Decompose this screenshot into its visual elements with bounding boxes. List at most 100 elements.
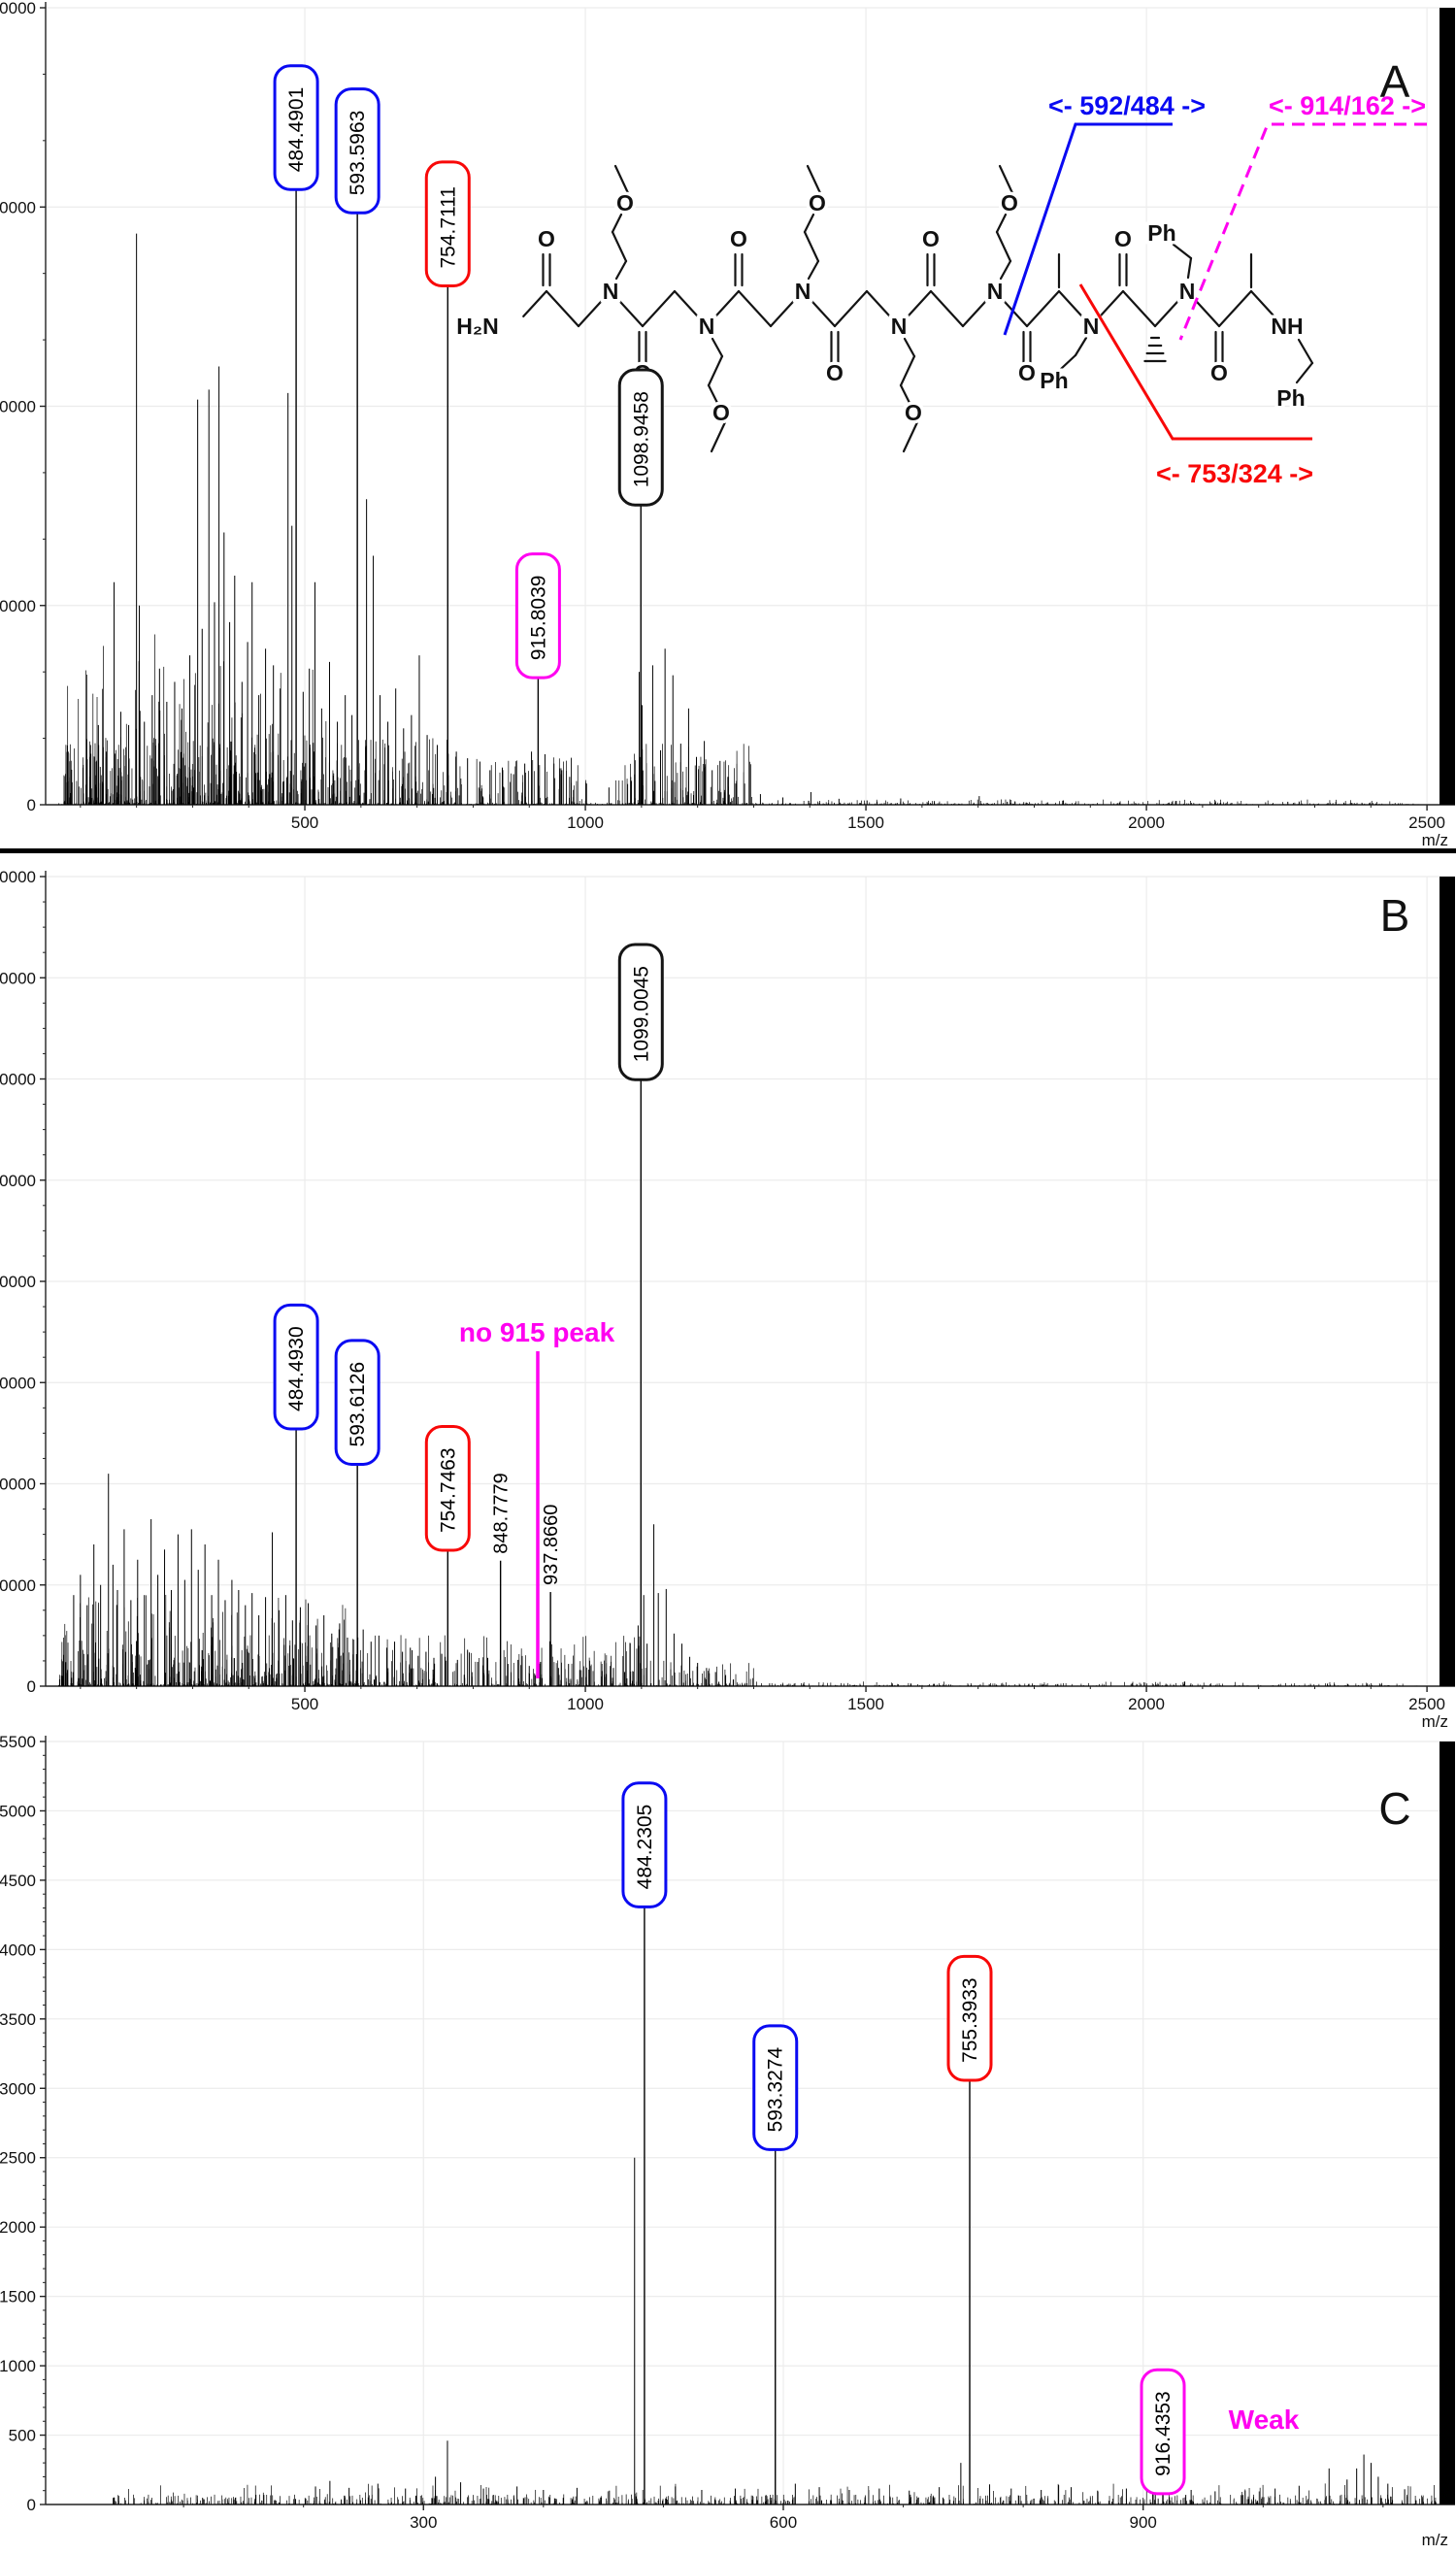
peak-label-916.4353: 916.4353	[1140, 2368, 1186, 2496]
annotations-A: <- 592/484 -> <- 914/162 -> <- 753/324 ->	[1003, 91, 1427, 488]
axes-C: 0 500 1000 1500 2000 2500 3000 3500 4000 4500 5000…	[0, 1733, 1455, 2549]
panel-A: 0 30000 60000 90000 120000 500 1000 1500 2000 250…	[0, 0, 1455, 849]
svg-text:2500: 2500	[1408, 813, 1445, 832]
svg-text:3000: 3000	[0, 2079, 36, 2098]
annotations-B: no 915 peak	[459, 1317, 615, 1678]
annotations-C: Weak	[1229, 2405, 1300, 2435]
axes-B: 0 10000 20000 30000 40000 50000 60000 70000 8000…	[0, 868, 1455, 1731]
peaks-B	[73, 1474, 727, 1686]
peak-label-484.4901: 484.4901	[273, 64, 319, 191]
svg-text:N: N	[987, 279, 1004, 304]
svg-text:1099.0045: 1099.0045	[630, 966, 652, 1062]
peak-label-484.4930: 484.4930	[273, 1303, 319, 1431]
right-edge-bar-C	[1439, 1741, 1455, 2504]
svg-text:30000: 30000	[0, 1374, 36, 1392]
noise-C	[113, 2483, 1440, 2504]
svg-text:1000: 1000	[0, 2357, 36, 2375]
svg-text:m/z: m/z	[1422, 1712, 1448, 1731]
svg-text:2000: 2000	[1128, 1695, 1165, 1713]
peak-label-484.2305: 484.2305	[621, 1781, 668, 1908]
svg-text:70000: 70000	[0, 969, 36, 987]
svg-text:O: O	[1018, 360, 1036, 385]
svg-text:N: N	[795, 279, 811, 304]
svg-text:N: N	[699, 314, 715, 339]
svg-text:2500: 2500	[0, 2149, 36, 2168]
svg-text:2000: 2000	[0, 2218, 36, 2237]
svg-text:Ph: Ph	[1276, 385, 1305, 411]
svg-text:500: 500	[291, 1695, 318, 1713]
svg-text:30000: 30000	[0, 597, 36, 615]
svg-text:4000: 4000	[0, 1940, 36, 1959]
svg-text:848.7779: 848.7779	[491, 1473, 513, 1553]
svg-text:0: 0	[27, 796, 36, 814]
svg-text:500: 500	[9, 2427, 36, 2445]
svg-text:NH: NH	[1271, 314, 1303, 339]
annotation-line	[1078, 283, 1312, 441]
annotation-weak: Weak	[1229, 2405, 1300, 2435]
svg-text:N: N	[1083, 314, 1100, 339]
labeled-peaks-A: 484.4901 593.5963 754.7111 915.8039 1098.945…	[273, 64, 664, 805]
peak-label-754.7111: 754.7111	[424, 160, 471, 288]
svg-text:5500: 5500	[0, 1733, 36, 1751]
labeled-peaks-C: 484.2305 593.3274 755.3933 916.4353	[621, 1781, 1186, 2504]
svg-text:915.8039: 915.8039	[527, 576, 549, 661]
svg-text:1500: 1500	[847, 1695, 884, 1713]
peak-label-1098.9458: 1098.9458	[617, 368, 664, 507]
svg-text:m/z: m/z	[1422, 831, 1448, 849]
svg-text:10000: 10000	[0, 1576, 36, 1595]
svg-text:50000: 50000	[0, 1172, 36, 1190]
svg-text:O: O	[1114, 226, 1132, 251]
annotation-592-484: <- 592/484 ->	[1048, 91, 1206, 120]
panel-letter-b: B	[1379, 890, 1410, 941]
svg-text:593.6126: 593.6126	[347, 1362, 369, 1447]
svg-text:m/z: m/z	[1422, 2531, 1448, 2549]
panel-letter-a: A	[1379, 56, 1410, 107]
svg-text:754.7111: 754.7111	[437, 186, 459, 268]
gridlines-C	[46, 1741, 1455, 2504]
svg-text:N: N	[603, 279, 619, 304]
svg-text:4500: 4500	[0, 1872, 36, 1890]
panel-C: 0 500 1000 1500 2000 2500 3000 3500 4000 4500 5000…	[0, 1733, 1455, 2549]
peak-label-937.8660: 937.8660	[541, 1505, 562, 1585]
svg-text:900: 900	[1130, 2513, 1157, 2532]
peaks-A	[83, 233, 1345, 805]
annotation-line	[1003, 122, 1173, 336]
svg-text:2000: 2000	[1128, 813, 1165, 832]
panel-separator	[0, 848, 1456, 853]
svg-text:O: O	[712, 400, 730, 425]
svg-text:2500: 2500	[1408, 1695, 1445, 1713]
svg-text:755.3933: 755.3933	[959, 1977, 981, 2063]
peaks-C	[314, 2157, 1406, 2504]
svg-text:O: O	[1001, 190, 1018, 216]
svg-text:O: O	[1210, 360, 1228, 385]
svg-text:40000: 40000	[0, 1273, 36, 1291]
svg-text:O: O	[905, 400, 922, 425]
svg-text:N: N	[1179, 279, 1196, 304]
svg-text:O: O	[922, 226, 940, 251]
peak-label-593.6126: 593.6126	[334, 1339, 381, 1466]
svg-text:300: 300	[410, 2513, 437, 2532]
right-edge-bar-B	[1439, 877, 1455, 1686]
svg-text:O: O	[809, 190, 826, 216]
svg-text:1500: 1500	[0, 2288, 36, 2306]
peak-label-915.8039: 915.8039	[514, 552, 561, 680]
svg-text:O: O	[730, 226, 747, 251]
svg-text:593.3274: 593.3274	[765, 2047, 787, 2133]
svg-text:484.2305: 484.2305	[634, 1805, 656, 1890]
svg-text:O: O	[616, 190, 634, 216]
peak-label-848.7779: 848.7779	[491, 1473, 513, 1553]
svg-text:120000: 120000	[0, 0, 36, 17]
svg-text:60000: 60000	[0, 398, 36, 416]
svg-text:O: O	[826, 360, 844, 385]
peak-label-1099.0045: 1099.0045	[617, 943, 664, 1081]
svg-text:5000: 5000	[0, 1802, 36, 1820]
svg-text:0: 0	[27, 1677, 36, 1696]
svg-text:N: N	[891, 314, 908, 339]
svg-text:1098.9458: 1098.9458	[630, 391, 652, 487]
svg-text:O: O	[538, 226, 555, 251]
peak-label-755.3933: 755.3933	[946, 1954, 993, 2082]
svg-text:H₂N: H₂N	[456, 314, 498, 339]
chemical-structure	[522, 164, 1314, 453]
svg-text:500: 500	[291, 813, 318, 832]
